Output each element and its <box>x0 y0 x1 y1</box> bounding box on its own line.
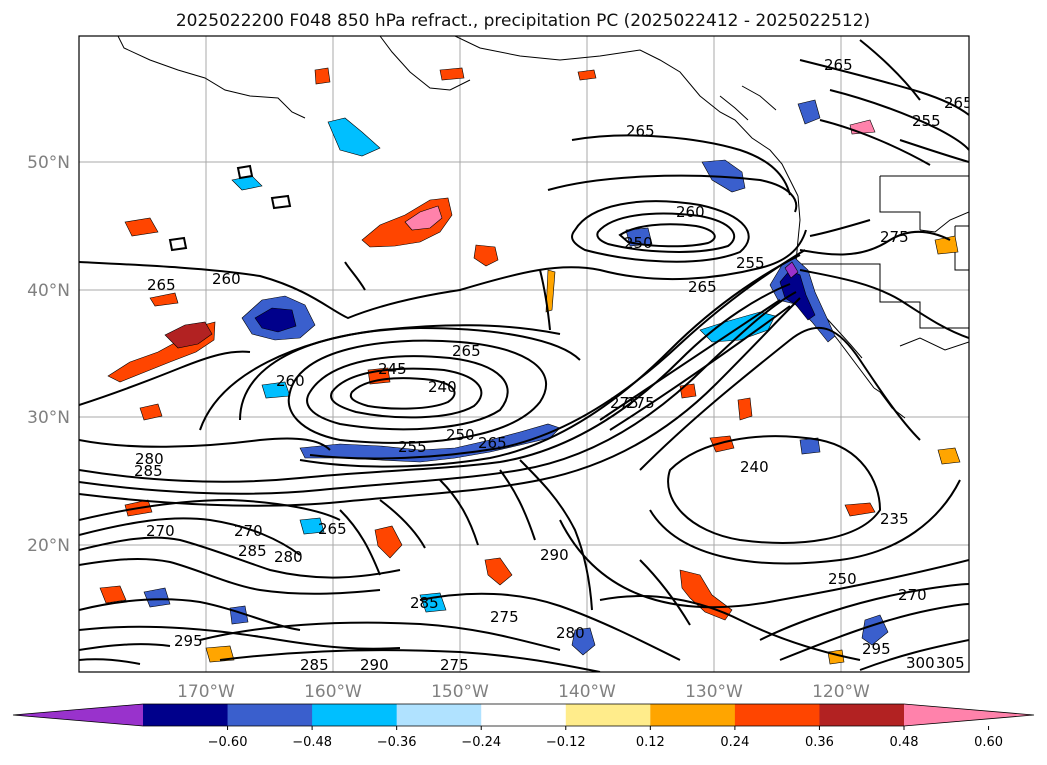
contour-labels: 265 260 265 260 250 255 265 275 245 240 … <box>134 56 973 674</box>
latitude-labels: 50°N 40°N 30°N 20°N <box>27 153 70 556</box>
contour-label: 300 <box>906 654 935 672</box>
lon-label-130w: 130°W <box>685 682 743 702</box>
colorbar-segment <box>227 704 313 726</box>
lon-label-140w: 140°W <box>558 682 616 702</box>
contour-label: 250 <box>446 426 475 444</box>
colorbar-extend-max <box>904 704 1034 726</box>
colorbar-outline <box>12 703 1035 727</box>
colorbar-segment <box>650 704 736 726</box>
contour-label: 260 <box>676 203 705 221</box>
colorbar-tick-label: 0.36 <box>805 735 834 750</box>
contour-label: 260 <box>212 270 241 288</box>
contour-label: 265 <box>824 56 853 74</box>
colorbar-extend-min <box>13 704 143 726</box>
contour-label: 270 <box>146 522 175 540</box>
lon-label-160w: 160°W <box>304 682 362 702</box>
contour-label: 295 <box>862 640 891 658</box>
colorbar-tick-label: 0.48 <box>890 735 919 750</box>
contour-label: 260 <box>276 372 305 390</box>
contour-label: 275 <box>626 394 655 412</box>
contour-label: 265 <box>944 94 973 112</box>
contour-label: 275 <box>610 394 639 412</box>
contour-label: 240 <box>740 458 769 476</box>
contour-label: 275 <box>880 228 909 246</box>
lat-label-40n: 40°N <box>27 281 70 301</box>
contour-label: 255 <box>398 438 427 456</box>
colorbar-tick-label: −0.36 <box>377 735 417 750</box>
contour-label: 270 <box>234 522 263 540</box>
colorbar-segment <box>734 704 820 726</box>
lon-label-120w: 120°W <box>812 682 870 702</box>
contour-label: 255 <box>912 112 941 130</box>
contour-label: 265 <box>147 276 176 294</box>
colorbar-tick-label: 0.12 <box>636 735 665 750</box>
colorbar-segment <box>396 704 482 726</box>
contour-label: 265 <box>626 122 655 140</box>
colorbar-tick-label: 0.24 <box>720 735 749 750</box>
lon-label-150w: 150°W <box>431 682 489 702</box>
colorbar-tick-label: −0.60 <box>208 735 248 750</box>
refractivity-contours <box>79 39 969 672</box>
contour-label: 285 <box>134 462 163 480</box>
contour-label: 285 <box>238 542 267 560</box>
contour-label: 240 <box>428 378 457 396</box>
map-panel: 265 260 265 260 250 255 265 275 245 240 … <box>78 35 973 674</box>
colorbar-segment <box>481 704 567 726</box>
contour-label: 265 <box>688 278 717 296</box>
contour-label: 275 <box>440 656 469 674</box>
colorbar-tick-label: −0.24 <box>461 735 501 750</box>
contour-label: 280 <box>556 624 585 642</box>
colorbar-segment <box>143 704 229 726</box>
contour-label: 275 <box>490 608 519 626</box>
colorbar-segment <box>819 704 905 726</box>
contour-label: 295 <box>174 632 203 650</box>
lat-label-20n: 20°N <box>27 536 70 556</box>
contour-label: 255 <box>736 254 765 272</box>
colorbar-segment <box>565 704 651 726</box>
lat-label-50n: 50°N <box>27 153 70 173</box>
lat-label-30n: 30°N <box>27 408 70 428</box>
contour-label: 305 <box>936 654 965 672</box>
contour-label: 245 <box>378 360 407 378</box>
contour-label: 270 <box>898 586 927 604</box>
colorbar-segment <box>312 704 398 726</box>
contour-label: 235 <box>880 510 909 528</box>
contour-label: 290 <box>540 546 569 564</box>
contour-label: 280 <box>135 450 164 468</box>
colorbar-tick-label: −0.48 <box>292 735 332 750</box>
contour-label: 285 <box>300 656 329 674</box>
contour-label: 265 <box>478 434 507 452</box>
contour-label: 265 <box>452 342 481 360</box>
contour-label: 250 <box>624 234 653 252</box>
longitude-labels: 170°W 160°W 150°W 140°W 130°W 120°W <box>177 682 870 702</box>
contour-label: 290 <box>360 656 389 674</box>
colorbar-tick-label: 0.60 <box>974 735 1003 750</box>
colorbar: −0.60 −0.48 −0.36 −0.24 −0.12 0.12 0.24 0.36 0.4… <box>12 703 1035 750</box>
colorbar-tick-label: −0.12 <box>546 735 586 750</box>
contour-label: 265 <box>318 520 347 538</box>
map-title: 2025022200 F048 850 hPa refract., precip… <box>176 11 870 31</box>
contour-label: 280 <box>274 548 303 566</box>
contour-label: 285 <box>410 594 439 612</box>
map-background <box>79 36 969 672</box>
lon-label-170w: 170°W <box>177 682 235 702</box>
contour-label: 250 <box>828 570 857 588</box>
map-frame <box>78 35 970 673</box>
